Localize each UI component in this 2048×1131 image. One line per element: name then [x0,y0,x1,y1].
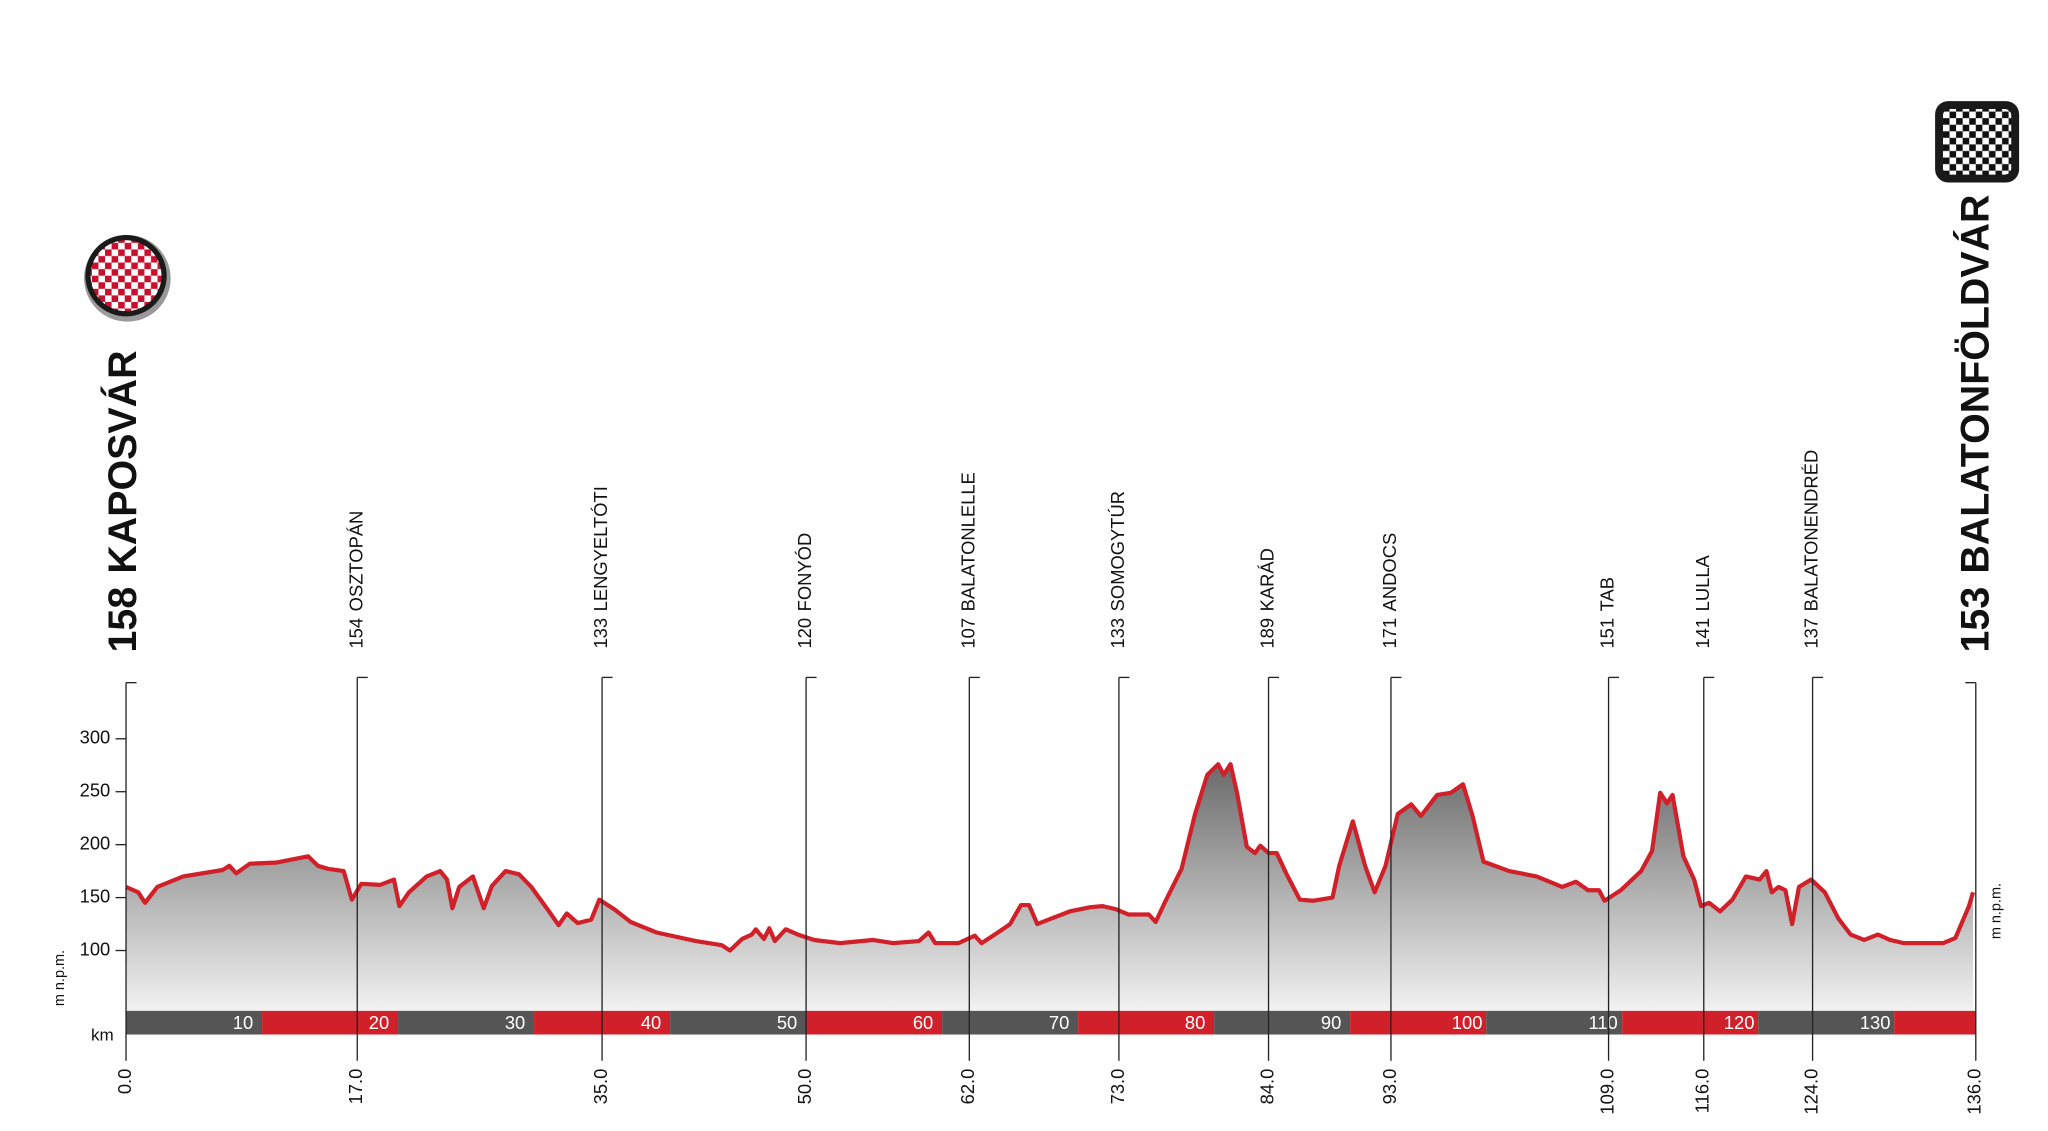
y-axis-label: m n.p.m. [52,950,68,1006]
km-bar-segment [1078,1010,1215,1035]
km-tick-label: 17.0 [345,1069,366,1105]
y-tick-label: 300 [80,727,111,748]
km-bar-label: 100 [1452,1012,1483,1033]
place-elevation: 153 [1954,587,1998,653]
km-bar-label: 40 [641,1012,661,1033]
km-tick-label: 35.0 [590,1069,611,1105]
place-label: 107 BALATONLELLE [957,472,978,648]
km-tick-label: 50.0 [794,1069,815,1105]
y-axis-label: m n.p.m. [1989,883,2005,939]
place-label: 120 FONYÓD [794,533,815,649]
km-tick-label: 93.0 [1379,1069,1400,1105]
place-label: 133 SOMOGYTÚR [1107,491,1128,649]
km-tick-label: 0.0 [114,1069,135,1095]
km-bar-label: 20 [369,1012,389,1033]
km-bar-label: 70 [1049,1012,1069,1033]
place-name: KAPOSVÁR [101,350,145,573]
place-label: 158 KAPOSVÁR [101,350,145,652]
km-tick-label: 73.0 [1107,1069,1128,1105]
km-bar-segment [1894,1010,1976,1035]
place-elevation: 120 [794,618,815,649]
finish-icon [1935,101,2020,183]
y-tick-label: 200 [80,833,111,854]
place-name: TAB [1596,577,1617,611]
km-tick-label: 136.0 [1964,1069,1985,1115]
place-label: 153 BALATONFÖLDVÁR [1954,195,1998,653]
elevation-line [125,762,1976,953]
y-tick-label: 250 [80,780,111,801]
km-bar-segment [1350,1010,1487,1035]
km-bar-segment [670,1010,807,1035]
place-elevation: 107 [957,618,978,649]
place-name: ANDOCS [1379,533,1400,612]
km-bar-segment [126,1010,263,1035]
km-bar-segment [262,1010,399,1035]
place-name: KARÁD [1256,548,1277,611]
km-bar-segment [1758,1010,1895,1035]
place-elevation: 171 [1379,618,1400,649]
place-name: LENGYELTÓTI [590,486,611,611]
place-name: BALATONENDRÉD [1800,450,1821,612]
place-label: 137 BALATONENDRÉD [1800,450,1821,649]
place-elevation: 151 [1596,618,1617,649]
place-name: BALATONLELLE [957,472,978,611]
y-tick-label: 100 [80,938,111,959]
place-name: LULLA [1692,554,1713,611]
km-bar-segment [398,1010,535,1035]
km-bar-label: 90 [1321,1012,1341,1033]
place-elevation: 189 [1256,618,1277,649]
place-label: 133 LENGYELTÓTI [590,486,611,648]
km-bar-label: 60 [913,1012,933,1033]
place-name: BALATONFÖLDVÁR [1954,195,1998,574]
place-elevation: 133 [590,618,611,649]
km-bar-segment [942,1010,1079,1035]
place-label: 154 OSZTOPÁN [345,511,366,649]
y-tick-label: 150 [80,885,111,906]
km-tick-label: 62.0 [957,1069,978,1105]
km-bar-label: 130 [1860,1012,1891,1033]
place-elevation: 133 [1107,618,1128,649]
km-bar-label: 30 [505,1012,525,1033]
place-label: 189 KARÁD [1256,548,1277,648]
km-bar-label: 110 [1588,1012,1617,1033]
km-label: km [91,1025,114,1044]
place-label: 141 LULLA [1692,554,1713,648]
km-bar-label: 50 [777,1012,797,1033]
km-bar-segment [1214,1010,1351,1035]
km-tick-label: 84.0 [1256,1069,1277,1105]
place-elevation: 158 [101,587,145,653]
km-bar-segment [1622,1010,1759,1035]
km-tick-label: 116.0 [1692,1069,1713,1114]
place-name: OSZTOPÁN [345,511,366,612]
place-name: SOMOGYTÚR [1107,491,1128,611]
km-tick-label: 124.0 [1800,1069,1821,1115]
place-label: 171 ANDOCS [1379,533,1400,649]
km-bar-label: 80 [1185,1012,1205,1033]
place-elevation: 141 [1692,618,1713,649]
place-name: FONYÓD [794,533,815,612]
start-icon [84,234,171,322]
km-bar-segment [1486,1010,1623,1035]
place-elevation: 137 [1800,618,1821,649]
km-bar-segment [806,1010,943,1035]
elevation-area [126,764,1974,1011]
km-tick-label: 109.0 [1596,1069,1617,1115]
km-bar-label: 10 [233,1012,253,1033]
km-bar-label: 120 [1724,1012,1755,1033]
place-label: 151 TAB [1596,577,1617,649]
place-elevation: 154 [345,618,366,649]
